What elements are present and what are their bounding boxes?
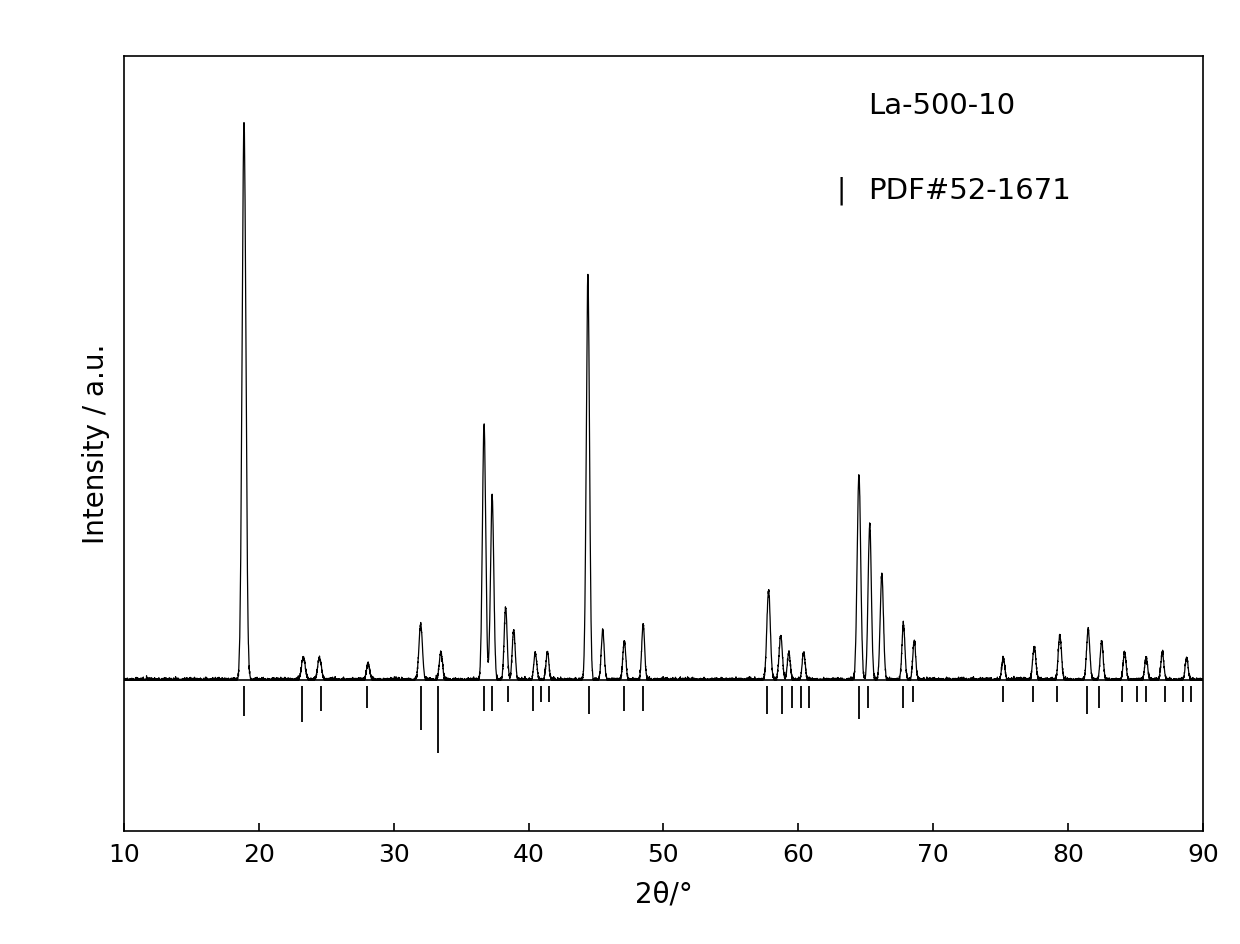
Text: PDF#52-1671: PDF#52-1671 [868,177,1071,205]
Text: |: | [836,177,846,205]
Y-axis label: Intensity / a.u.: Intensity / a.u. [82,344,110,544]
X-axis label: 2θ/°: 2θ/° [635,880,692,907]
Text: La-500-10: La-500-10 [868,92,1016,120]
